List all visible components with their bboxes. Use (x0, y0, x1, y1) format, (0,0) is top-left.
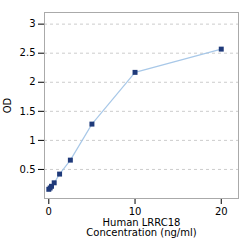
svg-text:20: 20 (215, 206, 228, 217)
svg-text:OD: OD (2, 97, 13, 113)
svg-text:3: 3 (29, 18, 35, 29)
svg-text:1.5: 1.5 (20, 106, 36, 117)
svg-text:2.5: 2.5 (20, 47, 36, 58)
svg-text:1: 1 (29, 135, 35, 146)
svg-text:0.5: 0.5 (20, 164, 36, 175)
svg-text:0: 0 (46, 206, 52, 217)
svg-text:2: 2 (29, 76, 35, 87)
svg-text:Human LRRC18Concentration (ng/: Human LRRC18Concentration (ng/ml) (86, 217, 196, 238)
svg-text:10: 10 (129, 206, 142, 217)
